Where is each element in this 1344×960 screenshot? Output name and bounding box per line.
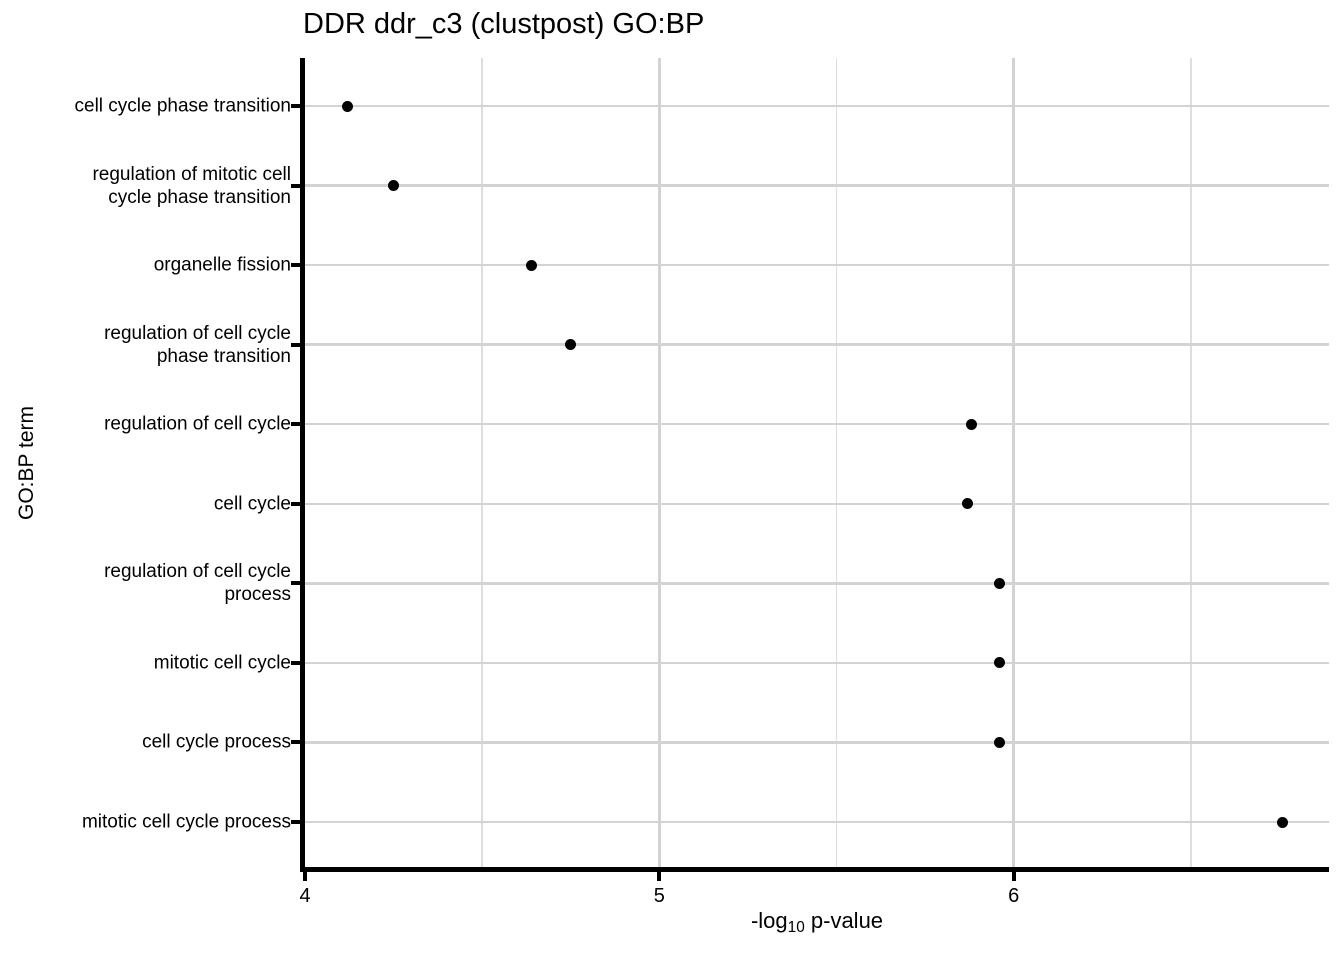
category-label: regulation of cell cycle	[104, 413, 291, 435]
data-point	[993, 577, 1005, 589]
category-label: regulation of cell cycle phase transitio…	[104, 322, 291, 367]
chart-title: DDR ddr_c3 (clustpost) GO:BP	[303, 8, 705, 40]
data-point	[962, 498, 974, 510]
gridline-major-horizontal	[305, 104, 1329, 108]
gridline-minor-vertical	[835, 58, 838, 867]
gridline-major-horizontal	[305, 502, 1329, 506]
x-axis-title-subscript: 10	[787, 918, 805, 936]
y-axis-category-labels: cell cycle phase transition regulation of…	[0, 58, 292, 867]
y-axis-tick	[291, 501, 300, 506]
y-axis-tick	[291, 740, 300, 745]
gridline-major-horizontal	[305, 343, 1329, 346]
x-axis-tick	[657, 872, 662, 881]
category-label: regulation of mitotic cell cycle phase t…	[92, 163, 291, 208]
gridline-major-horizontal	[305, 184, 1329, 187]
y-axis-tick	[291, 660, 300, 665]
y-axis-tick	[291, 104, 300, 108]
x-axis-title-suffix: p-value	[804, 908, 884, 933]
gridline-major-horizontal	[305, 741, 1329, 744]
data-point	[993, 657, 1005, 669]
category-label: cell cycle phase transition	[74, 95, 292, 117]
x-axis-title: -log10 p-value	[305, 908, 1329, 936]
y-axis-tick	[291, 820, 300, 824]
category-label: regulation of cell cycle process	[104, 561, 291, 606]
data-point	[965, 418, 977, 430]
y-axis-line	[300, 58, 305, 872]
gridline-major-horizontal	[305, 422, 1329, 426]
x-axis-title-prefix: -log	[750, 908, 788, 933]
x-axis-line	[300, 867, 1329, 872]
data-point	[1277, 816, 1289, 828]
category-label: cell cycle	[213, 493, 291, 515]
y-axis-tick	[291, 422, 300, 427]
x-axis-tick-label: 6	[1008, 885, 1020, 907]
y-axis-tick	[291, 263, 300, 268]
gridline-major-horizontal	[305, 582, 1329, 585]
plot-panel: 4 5 6	[291, 58, 1329, 907]
gridline-major-horizontal	[305, 820, 1329, 824]
x-axis-tick-label: 5	[653, 885, 665, 907]
y-axis-tick	[291, 342, 300, 347]
x-axis-tick	[1011, 872, 1016, 881]
gridline-minor-vertical	[481, 58, 483, 867]
category-label: mitotic cell cycle process	[81, 811, 291, 833]
gridline-major-horizontal	[305, 263, 1329, 267]
gridline-minor-vertical	[1190, 58, 1192, 867]
data-point	[526, 259, 538, 271]
data-point	[565, 339, 577, 351]
data-point	[993, 736, 1005, 748]
category-label: organelle fission	[153, 254, 291, 276]
y-axis-tick	[291, 183, 300, 188]
y-axis-tick	[291, 581, 300, 586]
gridline-major-vertical	[1012, 58, 1015, 867]
data-point	[342, 100, 354, 112]
category-label: mitotic cell cycle	[153, 652, 291, 674]
gridline-major-vertical	[658, 58, 661, 867]
gridline-major-horizontal	[305, 661, 1329, 665]
x-axis-tick-label: 4	[299, 885, 311, 907]
x-axis-tick	[303, 872, 307, 881]
category-label: cell cycle process	[142, 731, 291, 753]
data-point	[388, 180, 400, 192]
